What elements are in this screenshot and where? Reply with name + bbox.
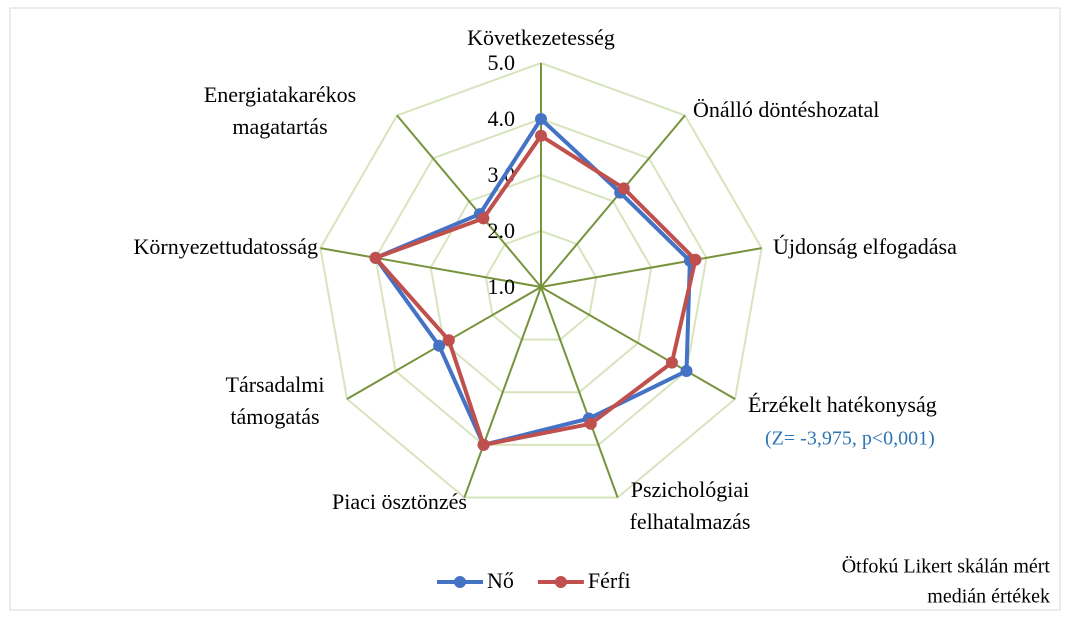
category-label: Pszichológiai felhatalmazás <box>629 477 751 534</box>
spoke <box>463 286 542 498</box>
category-label: Környezettudatosság <box>133 234 319 259</box>
category-label: Érzékelt hatékonyság <box>748 392 937 417</box>
series-marker <box>535 113 547 125</box>
note: medián értékek <box>927 586 1050 608</box>
series-marker <box>535 129 547 142</box>
r-tick-label: 4.0 <box>488 106 516 131</box>
spoke <box>396 114 542 288</box>
category-label: Energiatakarékos magatartás <box>203 82 357 139</box>
series-marker <box>584 417 597 430</box>
spoke <box>540 286 736 400</box>
category-label: Piaci ösztönzés <box>331 489 467 514</box>
spoke <box>540 114 686 288</box>
r-tick-label: 1.0 <box>488 274 516 299</box>
series-marker <box>689 253 702 266</box>
series-marker <box>680 365 693 377</box>
series-marker <box>617 182 630 195</box>
plot <box>369 113 702 451</box>
legend-marker <box>554 576 567 588</box>
legend-marker <box>454 576 466 588</box>
chart-border <box>9 7 1061 611</box>
grid-ring <box>484 229 598 341</box>
legend-label: Nő <box>487 568 514 593</box>
grid: 1.02.03.04.05.0 <box>319 50 763 499</box>
series-line <box>373 117 692 447</box>
series-marker <box>442 334 455 347</box>
series-marker <box>477 212 490 225</box>
series-line <box>373 133 698 447</box>
spoke <box>540 247 762 288</box>
r-tick-label: 5.0 <box>488 50 516 75</box>
spoke <box>540 286 619 498</box>
grid-ring <box>374 117 708 446</box>
series-marker <box>665 356 678 369</box>
category-label: Társadalmi támogatás <box>225 372 325 429</box>
grid-ring <box>429 173 653 394</box>
category-label: Következetesség <box>467 25 615 50</box>
spoke <box>320 247 542 288</box>
series-marker <box>369 251 382 264</box>
note: Ötfokú Likert skálán mért <box>842 555 1051 578</box>
annotation: (Z= -3,975, p<0,001) <box>765 428 935 450</box>
category-label: Újdonság elfogadása <box>773 234 957 259</box>
series-marker <box>477 438 490 451</box>
grid-ring <box>319 61 763 499</box>
legend-label: Férfi <box>588 568 631 593</box>
r-tick-label: 2.0 <box>488 218 516 243</box>
series-marker <box>433 339 446 352</box>
category-label: Önálló döntéshozatal <box>693 97 880 122</box>
